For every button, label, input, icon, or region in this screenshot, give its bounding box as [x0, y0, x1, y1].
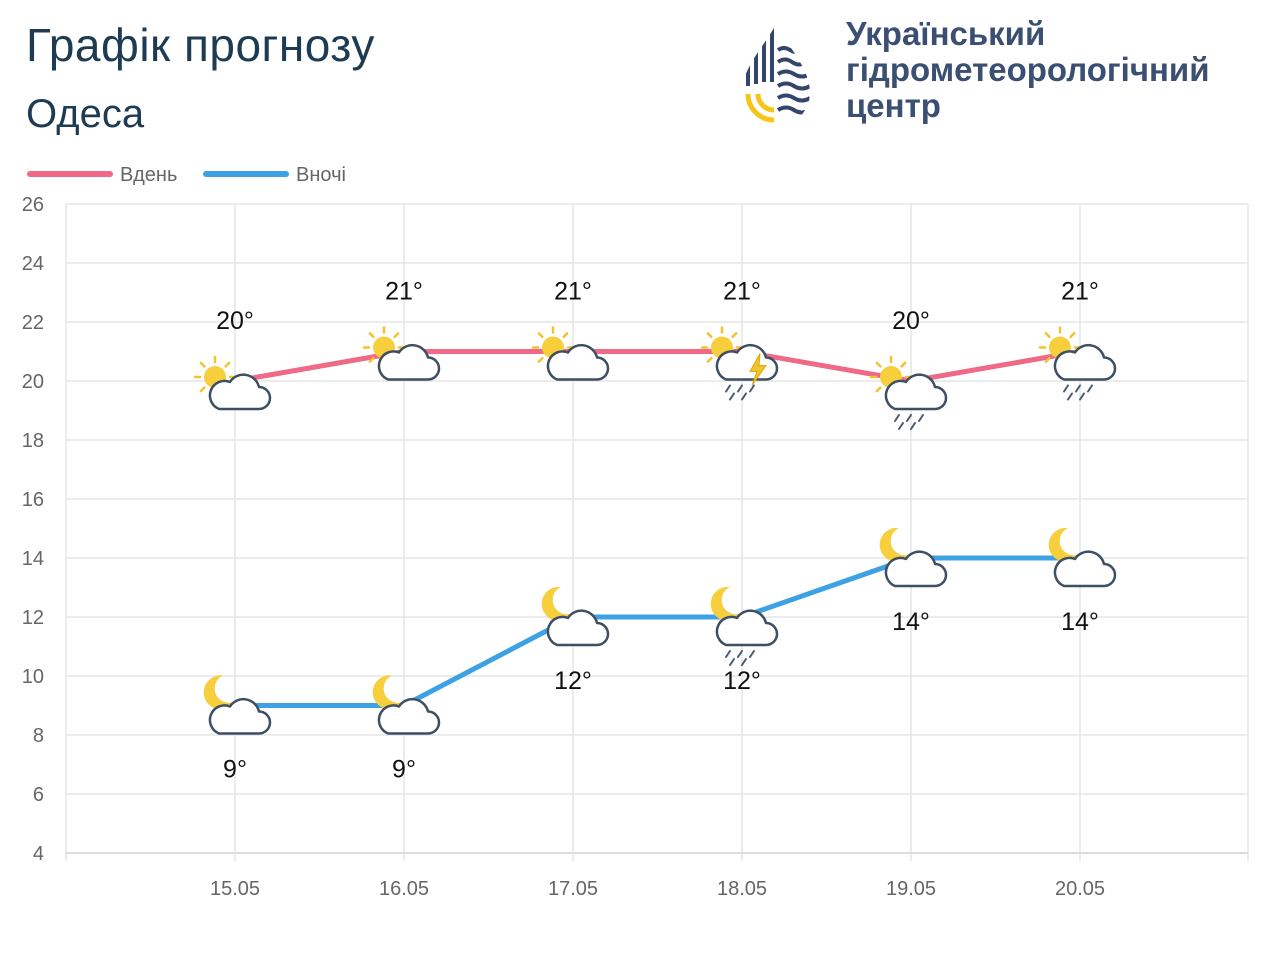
y-tick-label: 26	[22, 194, 44, 216]
page-title: Графік прогнозу	[26, 19, 375, 71]
cloud-shape	[1053, 343, 1117, 381]
x-tick-label: 16.05	[379, 878, 429, 900]
moon-behind-cloud-icon	[541, 586, 610, 647]
y-tick-label: 22	[22, 312, 44, 334]
cloud-shape	[546, 609, 610, 647]
night-value-label: 12°	[554, 667, 592, 695]
night-value-label: 14°	[1061, 608, 1099, 636]
moon-behind-cloud-icon	[203, 675, 272, 735]
y-axis: 4 6 8 10 12 14 16 18 20 22 24 26	[22, 194, 44, 865]
sun-behind-cloud-icon	[193, 355, 272, 411]
moon-behind-cloud-icon	[372, 675, 441, 735]
y-tick-label: 14	[22, 548, 44, 570]
org-name-line1: Український	[846, 15, 1046, 52]
rain-drops	[725, 650, 755, 666]
lightning-shape	[749, 353, 767, 386]
moon-shape	[541, 586, 573, 621]
day-value-label: 21°	[1061, 278, 1099, 306]
moon-shape	[203, 675, 235, 710]
y-tick-label: 20	[22, 371, 44, 393]
moon-shape	[879, 527, 911, 562]
y-tick-label: 6	[33, 784, 44, 806]
data-labels: 20° 21° 21° 21° 20° 21° 9° 9° 12° 12° 14° 14°	[216, 278, 1099, 784]
y-tick-label: 16	[22, 489, 44, 511]
cloud-shape	[884, 373, 948, 411]
y-tick-label: 8	[33, 725, 44, 747]
x-tick-label: 19.05	[886, 878, 936, 900]
x-tick-label: 15.05	[210, 878, 260, 900]
chart-grid	[65, 203, 1249, 861]
rain-drops	[894, 414, 924, 430]
sun-cloud-rain-icon	[869, 355, 948, 430]
night-value-label: 9°	[223, 756, 247, 784]
day-value-label: 21°	[385, 278, 423, 306]
day-value-label: 21°	[723, 278, 761, 306]
night-value-label: 12°	[723, 667, 761, 695]
legend-label: Вночі	[296, 164, 346, 186]
night-value-label: 14°	[892, 608, 930, 636]
thunderstorm-rain-icon	[700, 326, 779, 401]
weather-icons	[193, 326, 1117, 735]
night-temperature-line	[232, 555, 1083, 708]
cloud-shape	[377, 697, 441, 735]
cloud-shape	[377, 343, 441, 381]
cloud-shape	[208, 697, 272, 735]
sun-cloud-rain-icon	[1038, 326, 1117, 401]
org-name-line2: гідрометеорологічний	[846, 51, 1210, 88]
city-name: Одеса	[26, 92, 145, 136]
y-tick-label: 18	[22, 430, 44, 452]
moon-cloud-rain-icon	[710, 586, 779, 666]
day-value-label: 20°	[892, 307, 930, 335]
legend-label: Вдень	[120, 164, 177, 186]
y-tick-label: 10	[22, 666, 44, 688]
x-tick-label: 17.05	[548, 878, 598, 900]
sun-behind-cloud-icon	[362, 326, 441, 381]
organization-name: Український гідрометеорологічний центр	[846, 16, 1210, 124]
rain-drops	[725, 384, 755, 401]
x-tick-label: 20.05	[1055, 878, 1105, 900]
cloud-shape	[208, 373, 272, 411]
y-tick-label: 4	[33, 843, 44, 865]
day-value-label: 20°	[216, 307, 254, 335]
org-name-line3: центр	[846, 87, 941, 124]
cloud-shape	[1053, 550, 1117, 588]
day-value-label: 21°	[554, 278, 592, 306]
series-lines	[232, 349, 1083, 708]
moon-shape	[710, 586, 742, 621]
rain-drops	[1063, 384, 1093, 401]
sun-behind-cloud-icon	[531, 326, 610, 381]
cloud-shape	[884, 550, 948, 588]
moon-shape	[372, 675, 404, 710]
day-temperature-line	[232, 349, 1083, 384]
chart-legend: Вдень Вночі	[27, 164, 346, 186]
y-tick-label: 12	[22, 607, 44, 629]
x-axis: 15.05 16.05 17.05 18.05 19.05 20.05	[210, 878, 1105, 900]
night-value-label: 9°	[392, 756, 416, 784]
cloud-shape	[546, 343, 610, 381]
cloud-shape	[715, 609, 779, 647]
x-tick-label: 18.05	[717, 878, 767, 900]
y-tick-label: 24	[22, 253, 44, 275]
moon-shape	[1048, 527, 1080, 562]
hydromet-logo-icon	[742, 24, 810, 126]
moon-behind-cloud-icon	[1048, 527, 1117, 588]
moon-behind-cloud-icon	[879, 527, 948, 588]
